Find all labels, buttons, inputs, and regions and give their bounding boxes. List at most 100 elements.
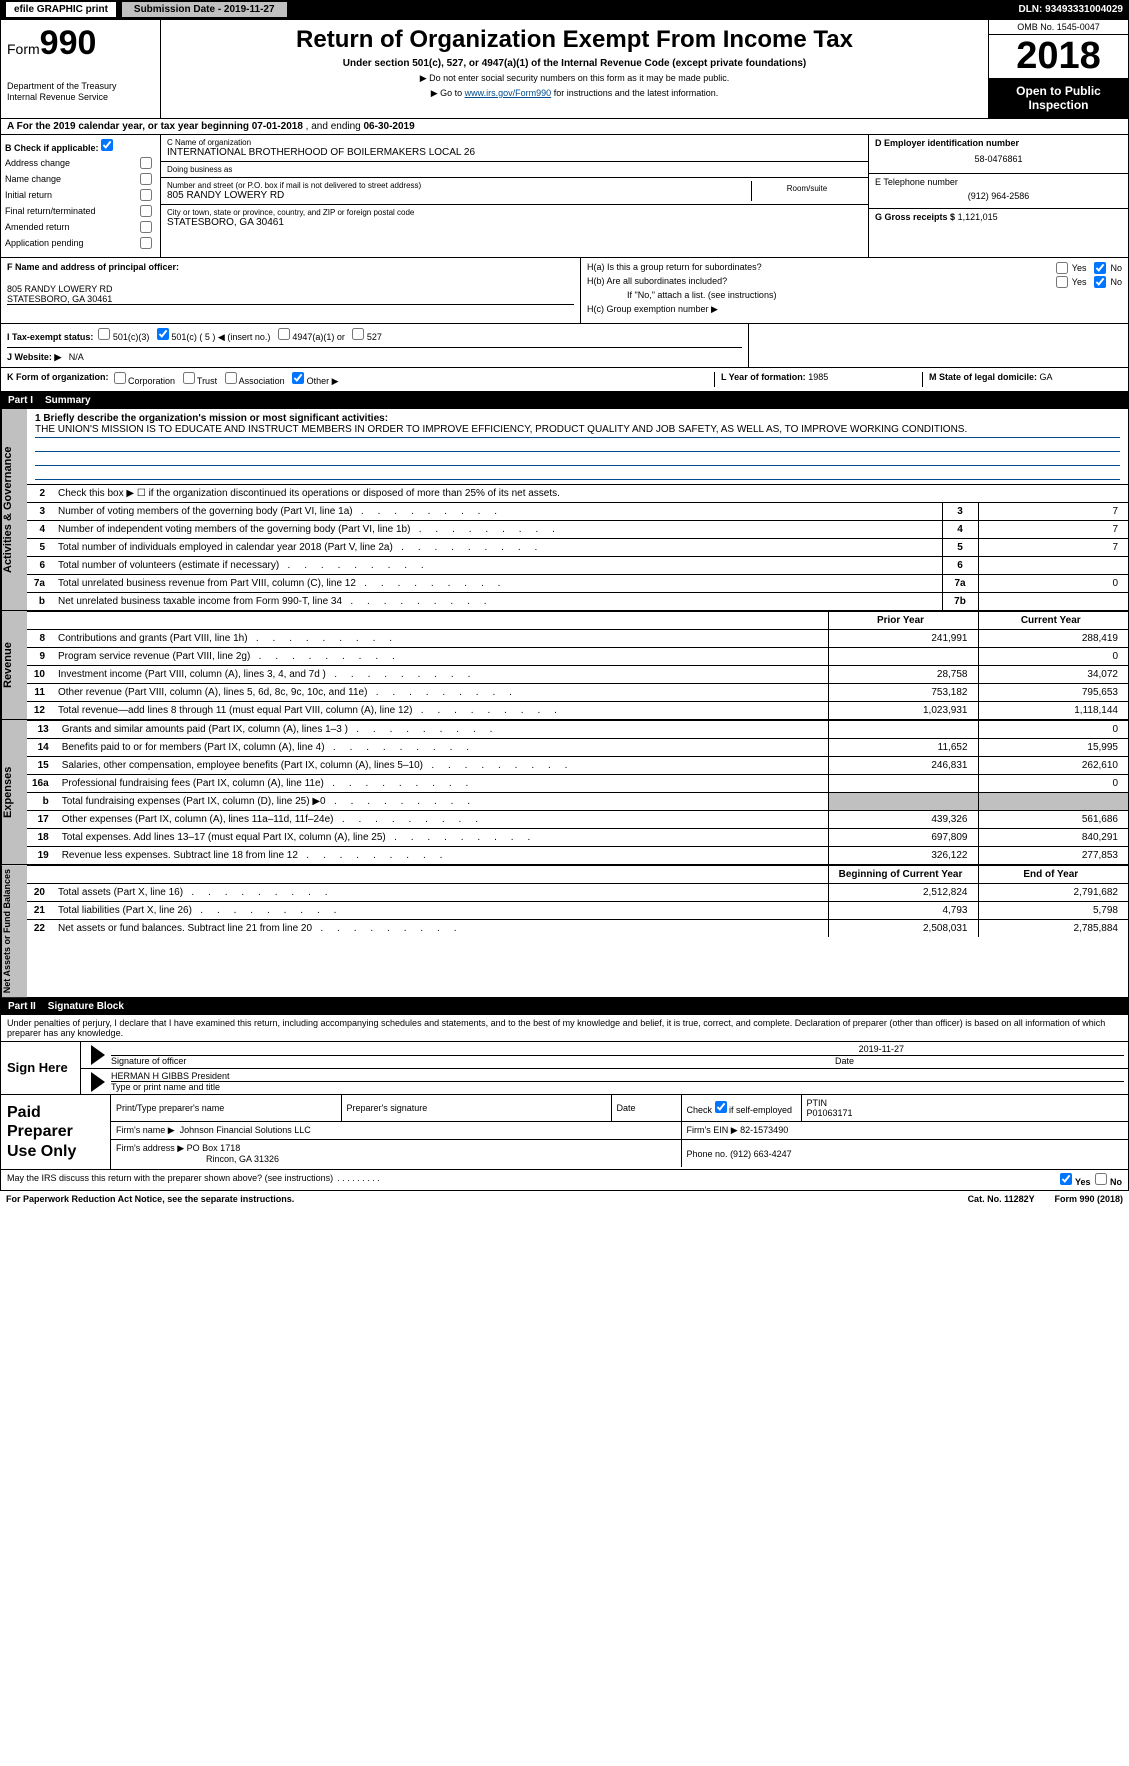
colb-head-check[interactable]: [101, 139, 113, 151]
discuss-no[interactable]: [1095, 1173, 1107, 1185]
row-ij-right: [748, 324, 1128, 367]
footer-discuss-row: May the IRS discuss this return with the…: [0, 1170, 1129, 1191]
tax-status-opt[interactable]: [278, 328, 290, 340]
footer-yes: Yes: [1075, 1177, 1091, 1187]
paid-phone: (912) 663-4247: [730, 1149, 792, 1159]
ptin-val: P01063171: [807, 1108, 1124, 1118]
table-row: 4Number of independent voting members of…: [27, 521, 1128, 539]
footer-form: Form 990 (2018): [1054, 1194, 1123, 1204]
row-m: M State of legal domicile: GA: [922, 372, 1122, 387]
line1-text: THE UNION'S MISSION IS TO EDUCATE AND IN…: [35, 424, 1120, 438]
colb-item-check[interactable]: [140, 173, 152, 185]
footer-last: For Paperwork Reduction Act Notice, see …: [0, 1191, 1129, 1207]
cell-ein: D Employer identification number 58-0476…: [869, 135, 1128, 174]
paid-print-label: Print/Type preparer's name: [111, 1095, 341, 1122]
colb-item-label: Amended return: [5, 222, 70, 232]
colb-item-check[interactable]: [140, 189, 152, 201]
row-k: K Form of organization: Corporation Trus…: [0, 368, 1129, 392]
city-val: STATESBORO, GA 30461: [167, 217, 862, 228]
colb-item: Amended return: [5, 221, 156, 233]
table-row: 11Other revenue (Part VIII, column (A), …: [27, 684, 1128, 702]
no-2: No: [1110, 277, 1122, 287]
line-2: Check this box ▶ ☐ if the organization d…: [53, 485, 1128, 503]
open-inspection: Open to Public Inspection: [989, 78, 1128, 118]
hb-note: If "No," attach a list. (see instruction…: [587, 290, 1122, 300]
paid-phone-label: Phone no.: [687, 1149, 728, 1159]
header-center: Return of Organization Exempt From Incom…: [161, 20, 988, 118]
col-prior: Prior Year: [828, 612, 978, 630]
h-a: H(a) Is this a group return for subordin…: [587, 262, 1122, 272]
sig-date-label: Date: [835, 1056, 1124, 1066]
row-a-begin: 07-01-2018: [252, 121, 303, 132]
colb-item-check[interactable]: [140, 205, 152, 217]
table-row: 22Net assets or fund balances. Subtract …: [27, 920, 1128, 938]
paid-label: Paid Preparer Use Only: [1, 1095, 111, 1169]
part-1-header: Part I Summary: [0, 392, 1129, 409]
sig-officer-label: Signature of officer: [111, 1056, 186, 1066]
yes-1: Yes: [1072, 263, 1087, 273]
block-bcd: B Check if applicable: Address changeNam…: [0, 135, 1129, 258]
expenses-table: 13Grants and similar amounts paid (Part …: [27, 720, 1128, 864]
vtab-expenses: Expenses: [1, 720, 27, 864]
paid-check-label: Check: [687, 1105, 715, 1115]
footer-cat: Cat. No. 11282Y: [968, 1194, 1035, 1204]
firm-ein-label: Firm's EIN ▶: [687, 1125, 738, 1135]
colb-item-check[interactable]: [140, 157, 152, 169]
paid-date-label: Date: [611, 1095, 681, 1122]
row-f: F Name and address of principal officer:…: [0, 258, 1129, 324]
form-subtitle: Under section 501(c), 527, or 4947(a)(1)…: [167, 58, 982, 69]
table-row: 21Total liabilities (Part X, line 26)4,7…: [27, 902, 1128, 920]
ha-label: H(a) Is this a group return for subordin…: [587, 262, 762, 272]
part-2-header: Part II Signature Block: [0, 998, 1129, 1015]
colb-item: Address change: [5, 157, 156, 169]
paid-self-employed-check[interactable]: [715, 1101, 727, 1113]
header-right: OMB No. 1545-0047 2018 Open to Public In…: [988, 20, 1128, 118]
irs-link[interactable]: www.irs.gov/Form990: [465, 88, 552, 98]
part-1-label: Part I: [8, 395, 33, 406]
name-label: C Name of organization: [167, 138, 862, 147]
line1-label: 1 Briefly describe the organization's mi…: [35, 413, 388, 424]
line1-blank1: [35, 438, 1120, 452]
form-org-opt[interactable]: [114, 372, 126, 384]
f-label: F Name and address of principal officer:: [7, 262, 574, 272]
phone-label: E Telephone number: [875, 177, 1122, 187]
sign-here-label: Sign Here: [1, 1042, 81, 1094]
m-label: M State of legal domicile:: [929, 372, 1037, 382]
form-note-1: ▶ Do not enter social security numbers o…: [167, 73, 982, 84]
form-org-opt[interactable]: [225, 372, 237, 384]
table-row: bTotal fundraising expenses (Part IX, co…: [27, 793, 1128, 811]
gov-table: 2Check this box ▶ ☐ if the organization …: [27, 484, 1128, 610]
form-org-opt[interactable]: [183, 372, 195, 384]
hb-no[interactable]: [1094, 276, 1106, 288]
form-number: Form990: [7, 24, 154, 63]
sig-date: 2019-11-27: [111, 1044, 1124, 1056]
form-header: Form990 Department of the Treasury Inter…: [0, 19, 1129, 119]
cell-phone: E Telephone number (912) 964-2586: [869, 174, 1128, 209]
tax-status-opt[interactable]: [157, 328, 169, 340]
line-1-mission: 1 Briefly describe the organization's mi…: [27, 409, 1128, 484]
phone-val: (912) 964-2586: [875, 187, 1122, 205]
street-val: 805 RANDY LOWERY RD: [167, 190, 751, 201]
table-row: 3Number of voting members of the governi…: [27, 503, 1128, 521]
no-1: No: [1110, 263, 1122, 273]
cell-street: Number and street (or P.O. box if mail i…: [161, 178, 868, 205]
col-current: Current Year: [978, 612, 1128, 630]
form-title: Return of Organization Exempt From Incom…: [167, 26, 982, 54]
row-i: I Tax-exempt status: 501(c)(3) 501(c) ( …: [1, 324, 748, 367]
cell-city: City or town, state or province, country…: [161, 205, 868, 231]
tax-status-opt[interactable]: [98, 328, 110, 340]
header-left: Form990 Department of the Treasury Inter…: [1, 20, 161, 118]
hb-yes[interactable]: [1056, 276, 1068, 288]
tax-status-opt[interactable]: [352, 328, 364, 340]
gross-label: G Gross receipts $: [875, 212, 955, 222]
row-ij: I Tax-exempt status: 501(c)(3) 501(c) ( …: [0, 324, 1129, 368]
ha-no[interactable]: [1094, 262, 1106, 274]
colb-item-check[interactable]: [140, 221, 152, 233]
table-row: 15Salaries, other compensation, employee…: [27, 757, 1128, 775]
form-org-opt[interactable]: [292, 372, 304, 384]
colb-item-check[interactable]: [140, 237, 152, 249]
col-end: End of Year: [978, 866, 1128, 884]
colb-item-label: Address change: [5, 158, 70, 168]
ha-yes[interactable]: [1056, 262, 1068, 274]
discuss-yes[interactable]: [1060, 1173, 1072, 1185]
